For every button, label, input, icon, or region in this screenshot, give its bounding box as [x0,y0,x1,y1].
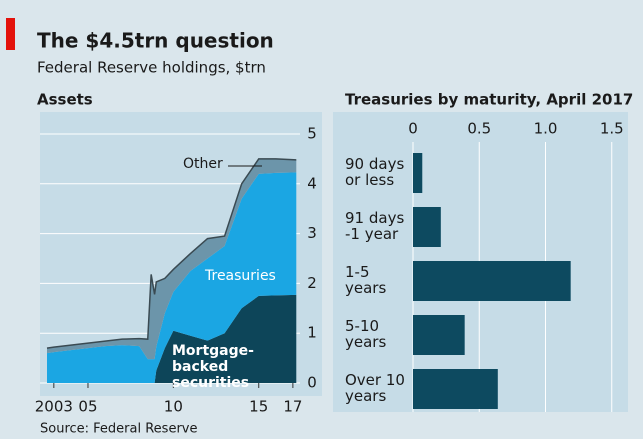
category-label: 1-5 years [345,263,387,297]
category-label: 5-10 years [345,317,387,351]
y-tick-label: 0 [307,374,317,392]
red-tag [6,18,15,50]
x-tick-label: 1.5 [600,120,624,138]
series-label: Other [183,156,223,172]
x-tick-label: 15 [249,398,268,416]
category-label: Over 10 years [345,371,405,405]
y-tick-label: 5 [307,125,317,143]
category-label: 91 days -1 year [345,209,405,243]
bar [413,153,423,193]
bar [413,207,441,247]
category-label: 90 days or less [345,155,405,189]
y-tick-label: 2 [307,274,317,292]
total-line [46,158,297,349]
x-tick-label: 0 [408,120,418,138]
bar [413,261,571,301]
x-tick-label: 0.5 [467,120,491,138]
bar [413,369,498,409]
bar [413,315,465,355]
subtitle: Federal Reserve holdings, $trn [37,59,266,77]
x-tick-label: 05 [78,398,97,416]
x-tick-label: 10 [164,398,183,416]
x-tick-label: 17 [283,398,302,416]
panel-title: Treasuries by maturity, April 2017 [345,91,633,109]
x-tick-label: 1.0 [534,120,558,138]
series-label: Treasuries [205,268,276,284]
series-label: Mortgage-backed securities [172,343,254,391]
area [47,294,297,383]
area [47,172,297,383]
y-tick-label: 4 [307,174,317,192]
source: Source: Federal Reserve [40,422,198,437]
panel-title: Assets [37,91,93,109]
x-tick-label: 2003 [35,398,73,416]
y-tick-label: 3 [307,224,317,242]
title: The $4.5trn question [37,29,274,53]
y-tick-label: 1 [307,324,317,342]
